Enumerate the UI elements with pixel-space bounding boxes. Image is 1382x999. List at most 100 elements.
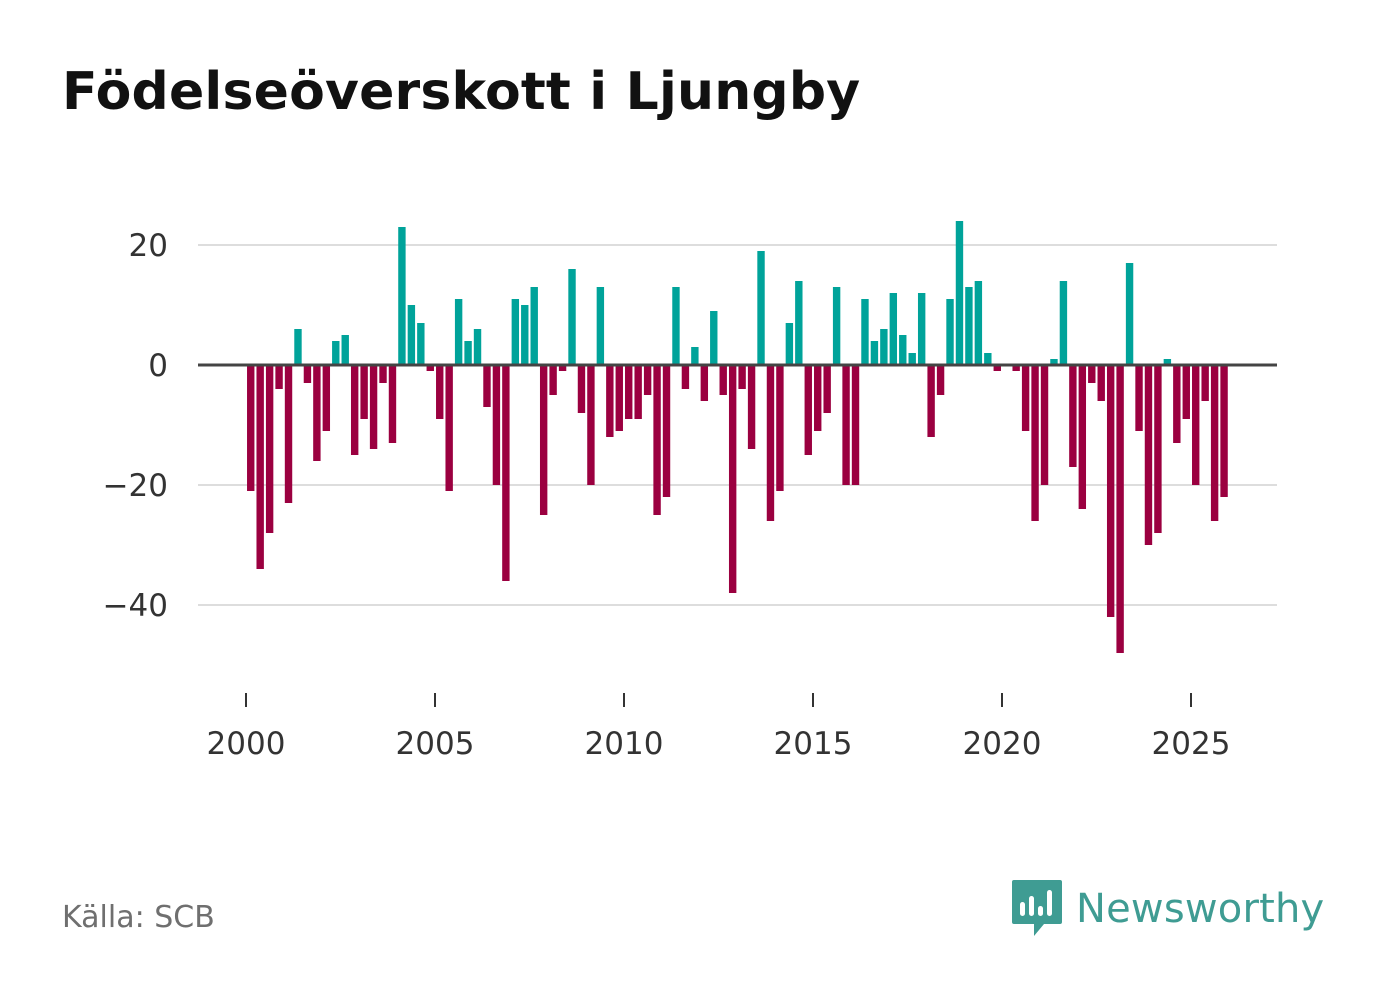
- bar-2000Q3: [265, 365, 274, 533]
- bar-2013Q4: [766, 365, 775, 521]
- bar-2024Q3: [1173, 365, 1181, 443]
- bar-2004Q4: [426, 365, 434, 371]
- bar-2023Q1: [1116, 365, 1124, 653]
- x-tick-label: 2020: [963, 726, 1042, 762]
- bar-2009Q2: [596, 287, 605, 365]
- bar-2003Q3: [379, 365, 387, 383]
- y-tick-label: 20: [129, 228, 168, 264]
- bar-2024Q4: [1182, 365, 1190, 419]
- bar-2022Q4: [1106, 365, 1115, 617]
- bar-2022Q1: [1078, 365, 1087, 509]
- bar-2006Q4: [502, 365, 510, 581]
- bar-2009Q4: [615, 365, 623, 431]
- bar-2023Q2: [1125, 263, 1134, 365]
- bar-chart: 20 0 −20 −40 2000 2005 2010 2015 2020 2025: [103, 221, 1277, 762]
- bar-2021Q2: [1050, 359, 1058, 365]
- bar-2021Q3: [1059, 281, 1068, 365]
- bar-2017Q1: [889, 293, 898, 365]
- bar-2007Q3: [530, 287, 538, 365]
- bar-2021Q1: [1040, 365, 1049, 485]
- axes: 20 0 −20 −40 2000 2005 2010 2015 2020 2025: [103, 228, 1277, 762]
- bar-2022Q2: [1088, 365, 1096, 383]
- bar-2000Q1: [247, 365, 255, 491]
- brand-name: Newsworthy: [1076, 886, 1325, 932]
- bar-2004Q2: [407, 305, 416, 365]
- bar-2018Q2: [936, 365, 945, 395]
- bar-2006Q3: [492, 365, 501, 485]
- bar-2008Q4: [577, 365, 586, 413]
- bar-2015Q4: [842, 365, 850, 485]
- chart-title: Födelseöverskott i Ljungby: [62, 62, 861, 122]
- bar-2023Q3: [1135, 365, 1143, 431]
- bar-2002Q3: [341, 335, 349, 365]
- bar-2006Q1: [473, 329, 482, 365]
- bar-2008Q3: [568, 269, 576, 365]
- bar-2023Q4: [1144, 365, 1153, 545]
- bar-2014Q4: [804, 365, 812, 455]
- bar-2013Q3: [757, 251, 765, 365]
- bar-2004Q1: [398, 227, 406, 365]
- bar-2007Q1: [511, 299, 520, 365]
- bar-2011Q1: [662, 365, 671, 497]
- bar-2003Q4: [388, 365, 397, 443]
- bar-2014Q2: [785, 323, 794, 365]
- bar-2002Q1: [322, 365, 331, 431]
- bar-2012Q3: [719, 365, 727, 395]
- source-label: Källa: SCB: [62, 900, 215, 935]
- bar-2016Q3: [870, 341, 879, 365]
- bar-2015Q3: [832, 287, 841, 365]
- bar-2002Q2: [332, 341, 340, 365]
- bar-2025Q4: [1220, 365, 1228, 497]
- bar-2010Q2: [634, 365, 642, 419]
- x-tick-label: 2010: [585, 726, 664, 762]
- bar-2000Q4: [275, 365, 283, 389]
- bar-2015Q1: [814, 365, 822, 431]
- bar-2021Q4: [1069, 365, 1077, 467]
- bar-2025Q2: [1201, 365, 1209, 401]
- bar-2003Q1: [360, 365, 368, 419]
- bar-2003Q2: [369, 365, 378, 449]
- brand-logo[interactable]: Newsworthy: [1010, 878, 1324, 940]
- bar-2011Q4: [691, 347, 699, 365]
- bar-2009Q1: [587, 365, 595, 485]
- bar-2001Q3: [303, 365, 312, 383]
- bar-2019Q1: [965, 287, 973, 365]
- bar-2011Q2: [672, 287, 680, 365]
- x-tick-label: 2015: [774, 726, 853, 762]
- bar-2001Q1: [284, 365, 293, 503]
- bar-2007Q2: [521, 305, 529, 365]
- bar-2020Q2: [1012, 365, 1020, 371]
- bar-2004Q3: [417, 323, 425, 365]
- bar-2010Q4: [653, 365, 661, 515]
- bar-2009Q3: [606, 365, 614, 437]
- bar-2022Q3: [1097, 365, 1105, 401]
- bar-2017Q2: [899, 335, 907, 365]
- bar-2012Q1: [700, 365, 709, 401]
- bar-2000Q2: [256, 365, 264, 569]
- y-tick-label: 0: [148, 348, 168, 384]
- bar-2006Q2: [483, 365, 491, 407]
- bar-2024Q1: [1154, 365, 1162, 533]
- bar-2017Q3: [908, 353, 916, 365]
- bar-2001Q4: [313, 365, 321, 461]
- grid-lines: [198, 244, 1277, 606]
- bar-2019Q4: [993, 365, 1001, 371]
- bar-2025Q1: [1192, 365, 1200, 485]
- bar-2024Q2: [1163, 359, 1172, 365]
- bar-2018Q1: [927, 365, 935, 437]
- x-tick-label: 2005: [396, 726, 475, 762]
- bar-2007Q4: [539, 365, 548, 515]
- bar-2012Q4: [728, 365, 737, 593]
- bar-2014Q1: [776, 365, 784, 491]
- bars: [247, 221, 1228, 653]
- y-tick-label: −40: [103, 588, 168, 624]
- bar-2005Q2: [445, 365, 453, 491]
- bar-2005Q3: [454, 299, 463, 365]
- bar-2008Q1: [549, 365, 557, 395]
- bar-2016Q4: [880, 329, 888, 365]
- bar-2018Q3: [946, 299, 954, 365]
- bar-2025Q3: [1210, 365, 1219, 521]
- bar-2013Q2: [747, 365, 756, 449]
- bar-2019Q2: [974, 281, 983, 365]
- bar-2010Q1: [625, 365, 633, 419]
